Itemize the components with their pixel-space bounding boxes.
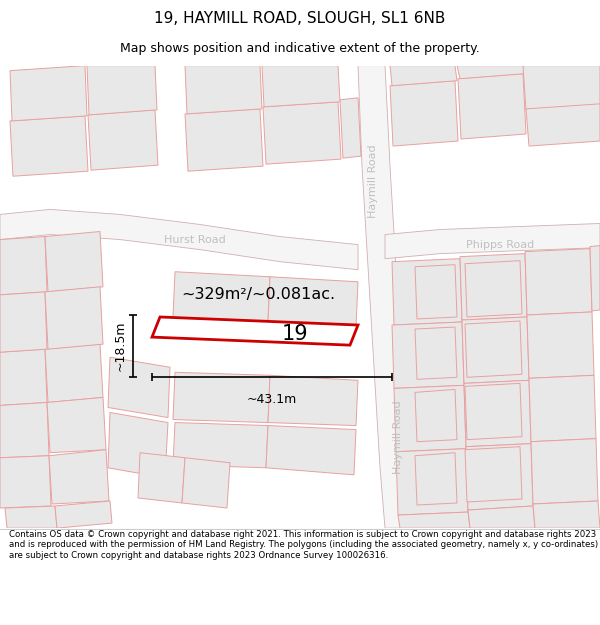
Polygon shape	[108, 412, 168, 478]
Polygon shape	[415, 327, 457, 379]
Polygon shape	[526, 104, 600, 146]
Polygon shape	[10, 116, 88, 176]
Text: 19: 19	[281, 324, 308, 344]
Polygon shape	[5, 506, 57, 528]
Polygon shape	[138, 452, 185, 503]
Polygon shape	[533, 501, 600, 528]
Polygon shape	[173, 272, 270, 322]
Polygon shape	[415, 452, 457, 505]
Polygon shape	[465, 447, 522, 502]
Polygon shape	[465, 321, 522, 378]
Text: Haymill Road: Haymill Road	[368, 144, 378, 218]
Polygon shape	[415, 265, 457, 319]
Text: Hurst Road: Hurst Road	[164, 234, 226, 244]
Polygon shape	[45, 287, 103, 349]
Text: Haymill Road: Haymill Road	[393, 401, 403, 474]
Polygon shape	[10, 66, 87, 121]
Polygon shape	[385, 224, 600, 259]
Polygon shape	[468, 506, 535, 528]
Text: 19, HAYMILL ROAD, SLOUGH, SL1 6NB: 19, HAYMILL ROAD, SLOUGH, SL1 6NB	[154, 11, 446, 26]
Polygon shape	[152, 317, 358, 345]
Polygon shape	[0, 349, 47, 406]
Polygon shape	[460, 254, 527, 320]
Polygon shape	[465, 261, 522, 317]
Polygon shape	[462, 317, 529, 383]
Polygon shape	[45, 344, 103, 402]
Polygon shape	[0, 456, 51, 508]
Polygon shape	[266, 426, 356, 475]
Polygon shape	[268, 375, 358, 426]
Polygon shape	[415, 389, 457, 442]
Polygon shape	[464, 381, 531, 447]
Polygon shape	[55, 501, 112, 528]
Polygon shape	[590, 246, 600, 311]
Polygon shape	[0, 292, 47, 352]
Text: ~329m²/~0.081ac.: ~329m²/~0.081ac.	[181, 288, 335, 302]
Polygon shape	[108, 357, 170, 418]
Polygon shape	[87, 66, 157, 115]
Text: Contains OS data © Crown copyright and database right 2021. This information is : Contains OS data © Crown copyright and d…	[9, 530, 598, 560]
Polygon shape	[527, 312, 594, 378]
Polygon shape	[173, 372, 270, 423]
Polygon shape	[88, 110, 158, 170]
Polygon shape	[0, 402, 49, 458]
Polygon shape	[392, 259, 462, 325]
Text: ~18.5m: ~18.5m	[114, 321, 127, 371]
Text: Phipps Road: Phipps Road	[466, 239, 534, 249]
Polygon shape	[398, 512, 470, 528]
Polygon shape	[465, 383, 522, 439]
Text: Map shows position and indicative extent of the property.: Map shows position and indicative extent…	[120, 42, 480, 54]
Polygon shape	[47, 398, 106, 452]
Polygon shape	[185, 109, 263, 171]
Polygon shape	[392, 322, 464, 388]
Polygon shape	[457, 66, 525, 79]
Polygon shape	[358, 66, 412, 528]
Polygon shape	[525, 249, 592, 315]
Polygon shape	[396, 449, 468, 515]
Polygon shape	[0, 236, 47, 295]
Polygon shape	[529, 375, 596, 442]
Polygon shape	[458, 74, 526, 139]
Polygon shape	[185, 66, 262, 114]
Polygon shape	[0, 209, 358, 270]
Polygon shape	[268, 277, 358, 327]
Polygon shape	[182, 458, 230, 508]
Polygon shape	[390, 66, 457, 86]
Polygon shape	[45, 231, 103, 292]
Polygon shape	[394, 386, 466, 452]
Polygon shape	[531, 439, 598, 504]
Text: ~43.1m: ~43.1m	[247, 393, 297, 406]
Polygon shape	[340, 98, 361, 158]
Polygon shape	[390, 81, 458, 146]
Polygon shape	[49, 450, 109, 504]
Polygon shape	[466, 444, 533, 510]
Polygon shape	[523, 66, 600, 111]
Polygon shape	[263, 102, 341, 164]
Polygon shape	[173, 422, 268, 468]
Polygon shape	[262, 66, 340, 107]
